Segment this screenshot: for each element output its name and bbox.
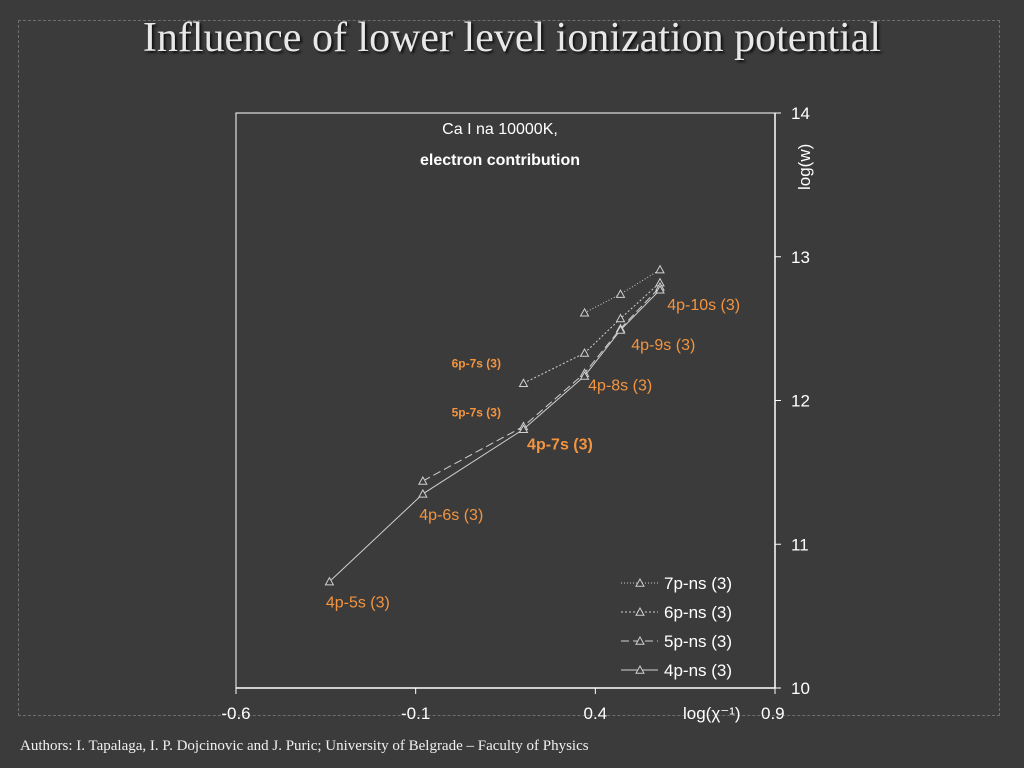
slide-frame <box>18 20 1000 716</box>
x-axis-label: log(χ⁻¹) <box>683 704 741 723</box>
data-point <box>579 307 590 317</box>
y-tick-label: 14 <box>791 104 810 123</box>
data-point <box>518 424 529 433</box>
data-point <box>418 488 428 498</box>
x-tick-label: -0.6 <box>221 704 250 723</box>
y-axis-label: log(w) <box>795 144 814 190</box>
data-point <box>615 313 626 323</box>
point-label: 4p-10s (3) <box>667 297 740 314</box>
x-ticks: -0.6 -0.1 0.4 0.9 <box>221 688 785 723</box>
legend-item: 4p-ns (3) <box>621 661 732 680</box>
chart-annotation-line-2: electron contribution <box>420 152 580 169</box>
point-label: 4p-9s (3) <box>631 337 695 354</box>
x-tick-label: 0.4 <box>584 704 608 723</box>
series-4 <box>324 284 665 586</box>
y-ticks: 10 11 12 13 14 <box>775 104 810 698</box>
x-tick-label: 0.9 <box>761 704 785 723</box>
point-label: 4p-5s (3) <box>326 595 390 612</box>
x-tick-label: -0.1 <box>401 704 430 723</box>
data-point <box>324 576 335 586</box>
data-point <box>418 475 428 485</box>
data-point <box>615 325 626 334</box>
legend-label: 7p-ns (3) <box>664 574 732 593</box>
legend-item: 6p-ns (3) <box>621 603 732 622</box>
data-point <box>579 371 590 380</box>
point-label: 4p-7s (3) <box>527 436 593 453</box>
series-1 <box>579 264 665 317</box>
y-tick-label: 12 <box>791 392 810 411</box>
legend-marker <box>635 606 645 616</box>
point-labels: 4p-10s (3) 4p-9s (3) 4p-8s (3) 4p-7s (3) 4p-… <box>326 297 740 612</box>
y-tick-label: 10 <box>791 679 810 698</box>
point-label: 4p-8s (3) <box>588 377 652 394</box>
data-point <box>655 284 665 294</box>
point-label: 4p-6s (3) <box>419 507 483 524</box>
data-point <box>518 378 529 387</box>
series-layer <box>324 264 665 586</box>
legend-label: 6p-ns (3) <box>664 603 732 622</box>
data-point <box>579 348 590 357</box>
chart-annotation-line-1: Ca I na 10000K, <box>442 121 558 138</box>
slide-title: Influence of lower level ionization pote… <box>142 15 882 61</box>
data-point <box>615 289 626 298</box>
legend-item: 7p-ns (3) <box>621 574 732 593</box>
y-tick-label: 11 <box>791 535 809 554</box>
legend: 7p-ns (3) 6p-ns (3) 5p-ns (3) 4p-ns (3) <box>621 574 732 680</box>
series-line <box>329 289 661 582</box>
legend-marker <box>635 577 645 587</box>
point-label: 5p-7s (3) <box>452 405 501 419</box>
series-line <box>523 282 661 384</box>
slide-footer: Authors: I. Tapalaga, I. P. Dojcinovic a… <box>20 738 589 754</box>
data-point <box>655 264 665 274</box>
y-tick-label: 13 <box>791 248 810 267</box>
legend-marker <box>635 635 645 645</box>
legend-marker <box>635 664 645 674</box>
point-label: 6p-7s (3) <box>452 356 501 370</box>
legend-label: 4p-ns (3) <box>664 661 732 680</box>
legend-label: 5p-ns (3) <box>664 632 732 651</box>
legend-item: 5p-ns (3) <box>621 632 732 651</box>
